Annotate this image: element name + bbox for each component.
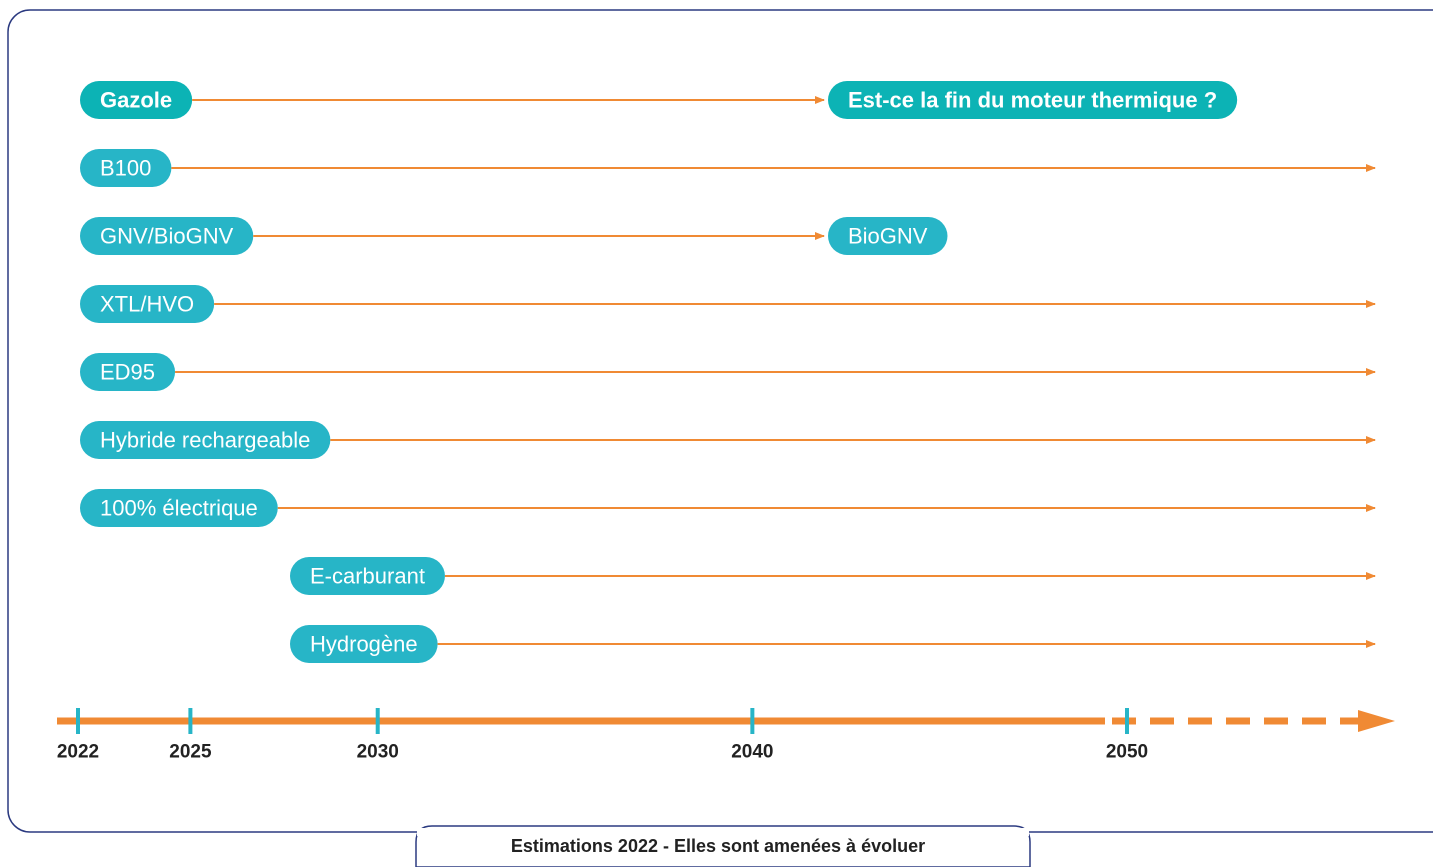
pill-bg: [80, 217, 254, 255]
pill-label: ED95: [100, 360, 155, 385]
pill: 100% électrique: [80, 489, 278, 527]
pill-bg: [80, 81, 193, 119]
pill-label: Hydrogène: [310, 632, 418, 657]
pill: XTL/HVO: [80, 285, 215, 323]
year-label: 2022: [57, 742, 99, 763]
year-label: 2030: [357, 742, 399, 763]
pill-bg: [80, 489, 278, 527]
pill-label: Hybride rechargeable: [100, 428, 310, 453]
pill: B100: [80, 149, 172, 187]
pill: GNV/BioGNV: [80, 217, 254, 255]
pill: Hydrogène: [290, 625, 438, 663]
pill: Gazole: [80, 81, 193, 119]
pill-bg: [828, 81, 1238, 119]
pill-bg: [80, 421, 331, 459]
pill-label: B100: [100, 156, 151, 181]
pill-bg: [80, 285, 215, 323]
pill: Est-ce la fin du moteur thermique ?: [828, 81, 1238, 119]
pill-label: Est-ce la fin du moteur thermique ?: [848, 88, 1217, 113]
pill-label: Gazole: [100, 88, 172, 113]
pill: Hybride rechargeable: [80, 421, 331, 459]
pill-bg: [290, 625, 438, 663]
pill-label: GNV/BioGNV: [100, 224, 234, 249]
year-label: 2050: [1106, 742, 1148, 763]
footer-note: Estimations 2022 - Elles sont amenées à …: [511, 836, 925, 856]
pill-label: E-carburant: [310, 564, 425, 589]
year-label: 2025: [169, 742, 212, 763]
pill: BioGNV: [828, 217, 948, 255]
pill-label: XTL/HVO: [100, 292, 194, 317]
year-label: 2040: [731, 742, 773, 763]
pill-bg: [80, 149, 172, 187]
pill: E-carburant: [290, 557, 445, 595]
pill-bg: [828, 217, 948, 255]
pill: ED95: [80, 353, 176, 391]
footer-cover: [417, 828, 1029, 836]
pill-bg: [80, 353, 176, 391]
pill-bg: [290, 557, 445, 595]
pill-label: BioGNV: [848, 224, 928, 249]
pill-label: 100% électrique: [100, 496, 258, 521]
axis-arrowhead: [1358, 710, 1395, 732]
